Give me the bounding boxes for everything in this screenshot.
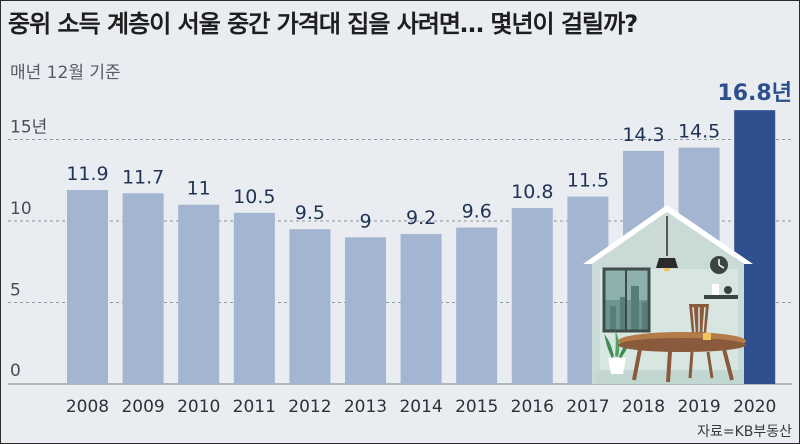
house-illustration (583, 205, 753, 384)
house-roof-outline (583, 205, 753, 264)
x-tick-label: 2008 (66, 397, 109, 417)
x-tick-label: 2015 (455, 397, 498, 417)
data-label: 10.8 (511, 181, 553, 203)
data-label: 11.7 (122, 166, 164, 188)
data-label: 9.5 (295, 202, 325, 224)
x-tick-label: 2010 (177, 397, 220, 417)
x-tick-label: 2013 (344, 397, 387, 417)
data-labels: 11.9 11.7 11 10.5 9.5 9 9.2 9.6 10.8 11.5 14.3 14.5… (66, 81, 792, 232)
x-tick-label: 2020 (733, 397, 776, 417)
data-label: 9 (359, 210, 371, 232)
potted-plant-icon (604, 330, 630, 374)
x-tick-label: 2017 (566, 397, 609, 417)
data-label: 9.2 (406, 207, 436, 229)
data-label: 10.5 (233, 186, 275, 208)
bar (289, 229, 331, 384)
bar (233, 212, 275, 384)
data-label: 9.6 (462, 201, 492, 223)
x-tick-label: 2018 (622, 397, 665, 417)
data-label: 16.8년 (717, 81, 792, 106)
data-label: 11 (187, 178, 211, 200)
x-axis-ticks: 2008 2009 2010 2011 2012 2013 2014 2015 2016 2017… (66, 397, 776, 417)
table-icon (618, 332, 746, 383)
data-label: 14.5 (678, 121, 720, 143)
y-tick-label: 0 (10, 361, 21, 381)
chair-icon (688, 304, 714, 379)
y-tick-label: 5 (10, 281, 21, 301)
bar (456, 227, 498, 384)
source-note: 자료=KB부동산 (697, 424, 792, 440)
wall-shelf-icon (704, 284, 738, 299)
x-tick-label: 2011 (233, 397, 276, 417)
data-label: 11.5 (567, 170, 609, 192)
bar (345, 237, 386, 384)
bar (67, 190, 108, 384)
x-tick-label: 2014 (399, 397, 442, 417)
chart-subtitle: 매년 12월 기준 (10, 63, 121, 83)
y-tick-label: 15년 (10, 118, 47, 138)
chart-title: 중위 소득 계층이 서울 중간 가격대 집을 사려면… 몇년이 걸릴까? (8, 10, 638, 38)
y-tick-label: 10 (10, 199, 32, 219)
x-tick-label: 2009 (121, 397, 164, 417)
data-label: 14.3 (622, 124, 664, 146)
x-tick-label: 2019 (677, 397, 720, 417)
window-icon (602, 267, 651, 333)
data-label: 11.9 (66, 163, 108, 185)
x-tick-label: 2016 (511, 397, 554, 417)
bar (400, 234, 442, 384)
bar (178, 204, 220, 384)
wall-clock-icon (710, 256, 728, 274)
bar (122, 193, 164, 384)
x-tick-label: 2012 (288, 397, 331, 417)
y-axis-ticks: 0 5 10 15년 (10, 118, 47, 382)
pendant-lamp-icon (656, 216, 678, 271)
bar (511, 207, 553, 384)
